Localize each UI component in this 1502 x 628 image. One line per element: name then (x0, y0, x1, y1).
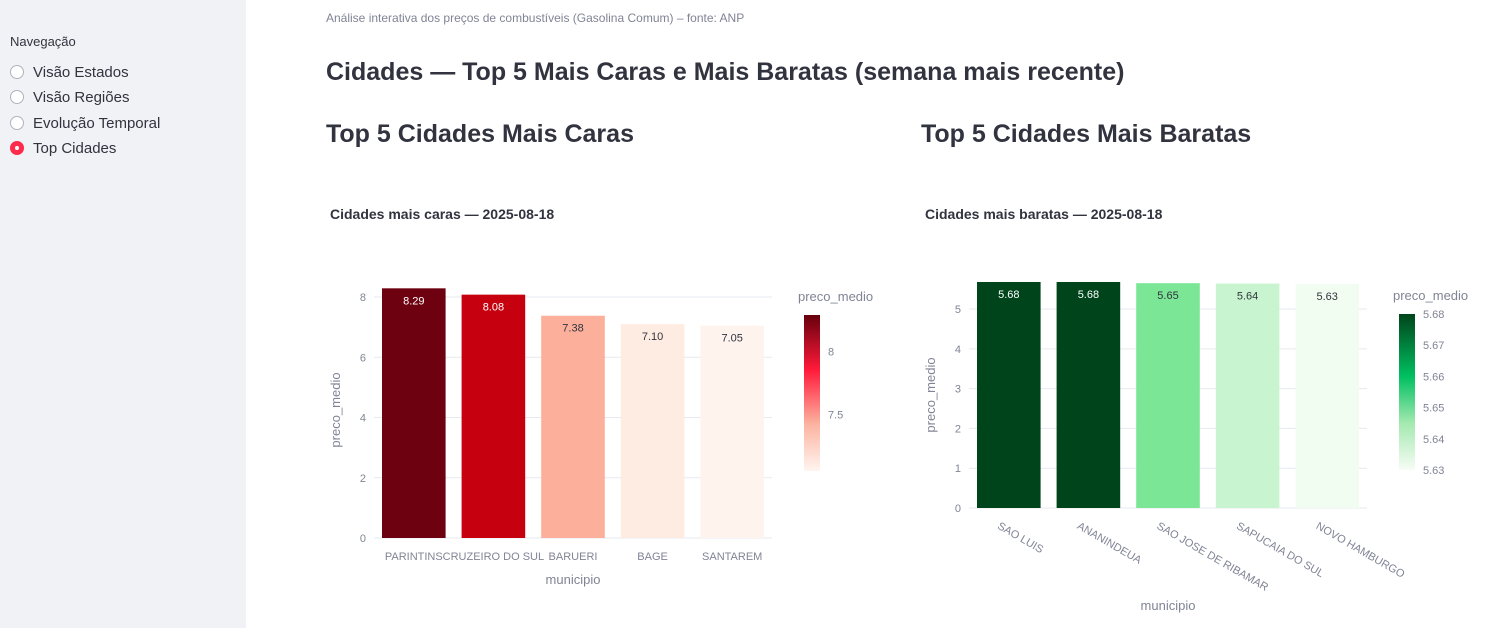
x-axis-title: municipio (546, 572, 601, 587)
bar-value-label: 7.10 (642, 331, 663, 343)
bar-value-label: 5.65 (1157, 290, 1178, 302)
y-tick-label: 6 (360, 352, 366, 364)
y-tick-label: 8 (360, 292, 366, 304)
colorbar-tick-label: 5.68 (1423, 309, 1444, 321)
y-tick-label: 4 (955, 344, 961, 356)
colorbar-title: preco_medio (798, 289, 873, 304)
bar-value-label: 5.68 (998, 289, 1019, 301)
main-content: Análise interativa dos preços de combust… (246, 0, 1502, 628)
x-tick-label: SANTAREM (702, 551, 762, 563)
x-tick-label: SAO LUIS (995, 520, 1045, 556)
y-tick-label: 2 (955, 423, 961, 435)
radio-selected-icon[interactable] (10, 141, 24, 155)
sidebar-title: Navegação (10, 34, 76, 49)
bar-value-label: 5.63 (1316, 291, 1337, 303)
chart-title: Cidades mais caras — 2025-08-18 (330, 206, 554, 222)
colorbar (1399, 314, 1415, 470)
bar-bage (620, 324, 685, 538)
colorbar-tick-label: 5.67 (1423, 340, 1444, 352)
page-caption: Análise interativa dos preços de combust… (326, 11, 745, 25)
y-axis-title: preco_medio (923, 357, 938, 432)
y-axis-title: preco_medio (328, 372, 343, 447)
colorbar-tick-label: 5.64 (1423, 434, 1444, 446)
bar-cruzeiro-do-sul (461, 294, 526, 538)
colorbar-tick-label: 5.66 (1423, 371, 1444, 383)
x-axis-title: municipio (1141, 598, 1196, 613)
bar-value-label: 7.38 (562, 323, 583, 335)
bar-value-label: 5.64 (1237, 291, 1258, 303)
bar-sapucaia-do-sul (1215, 283, 1280, 508)
chart-mais-baratas[interactable]: Cidades mais baratas — 2025-08-18 0 1 2 3 4 5 p… (921, 190, 1491, 620)
y-tick-label: 3 (955, 384, 961, 396)
bar-santarem (700, 325, 764, 538)
y-tick-label: 2 (360, 473, 366, 485)
y-tick-label: 0 (955, 503, 961, 515)
nav-label: Top Cidades (33, 139, 117, 157)
nav-item-evolucao-temporal[interactable]: Evolução Temporal (10, 112, 160, 134)
y-tick-label: 5 (955, 304, 961, 316)
nav-label: Evolução Temporal (33, 114, 161, 132)
bar-value-label: 5.68 (1078, 289, 1099, 301)
colorbar-tick-label: 7.5 (828, 409, 843, 421)
radio-icon[interactable] (10, 90, 24, 104)
right-heading: Top 5 Cidades Mais Baratas (921, 120, 1252, 148)
colorbar-title: preco_medio (1393, 288, 1468, 303)
y-tick-label: 4 (360, 413, 366, 425)
sidebar: Navegação Visão Estados Visão Regiões Ev… (0, 0, 246, 628)
nav-label: Visão Estados (33, 63, 129, 81)
colorbar-tick-label: 5.63 (1423, 465, 1444, 477)
y-tick-label: 1 (955, 463, 961, 475)
x-tick-label: PARINTINS (385, 551, 443, 563)
radio-icon[interactable] (10, 65, 24, 79)
colorbar (804, 315, 820, 471)
x-tick-label: NOVO HAMBURGO (1314, 520, 1407, 581)
bar-sao-jose-de-ribamar (1136, 283, 1200, 508)
y-tick-label: 0 (360, 533, 366, 545)
bar-value-label: 7.05 (721, 333, 742, 345)
bar-ananindeua (1056, 282, 1121, 508)
bar-value-label: 8.08 (483, 302, 504, 314)
bar-parintins (382, 288, 446, 538)
chart-title: Cidades mais baratas — 2025-08-18 (925, 206, 1163, 222)
bar-barueri (541, 315, 605, 538)
x-tick-label: ANANINDEUA (1075, 520, 1144, 567)
x-tick-label: CRUZEIRO DO SUL (443, 551, 544, 563)
colorbar-tick-label: 5.65 (1423, 403, 1444, 415)
radio-icon[interactable] (10, 116, 24, 130)
colorbar-tick-label: 8 (828, 346, 834, 358)
chart-mais-caras[interactable]: Cidades mais caras — 2025-08-18 0 2 4 6 8 prec… (326, 190, 896, 620)
nav-item-visao-estados[interactable]: Visão Estados (10, 61, 129, 83)
nav-label: Visão Regiões (33, 88, 130, 106)
nav-item-visao-regioes[interactable]: Visão Regiões (10, 86, 129, 108)
bar-sao-luis (977, 282, 1041, 508)
x-tick-label: BARUERI (549, 551, 598, 563)
x-tick-label: BAGE (637, 551, 668, 563)
left-heading: Top 5 Cidades Mais Caras (326, 120, 634, 148)
page-title: Cidades — Top 5 Mais Caras e Mais Barata… (326, 58, 1125, 86)
nav-item-top-cidades[interactable]: Top Cidades (10, 137, 116, 159)
bar-value-label: 8.29 (403, 295, 424, 307)
bar-novo-hamburgo (1295, 283, 1359, 508)
